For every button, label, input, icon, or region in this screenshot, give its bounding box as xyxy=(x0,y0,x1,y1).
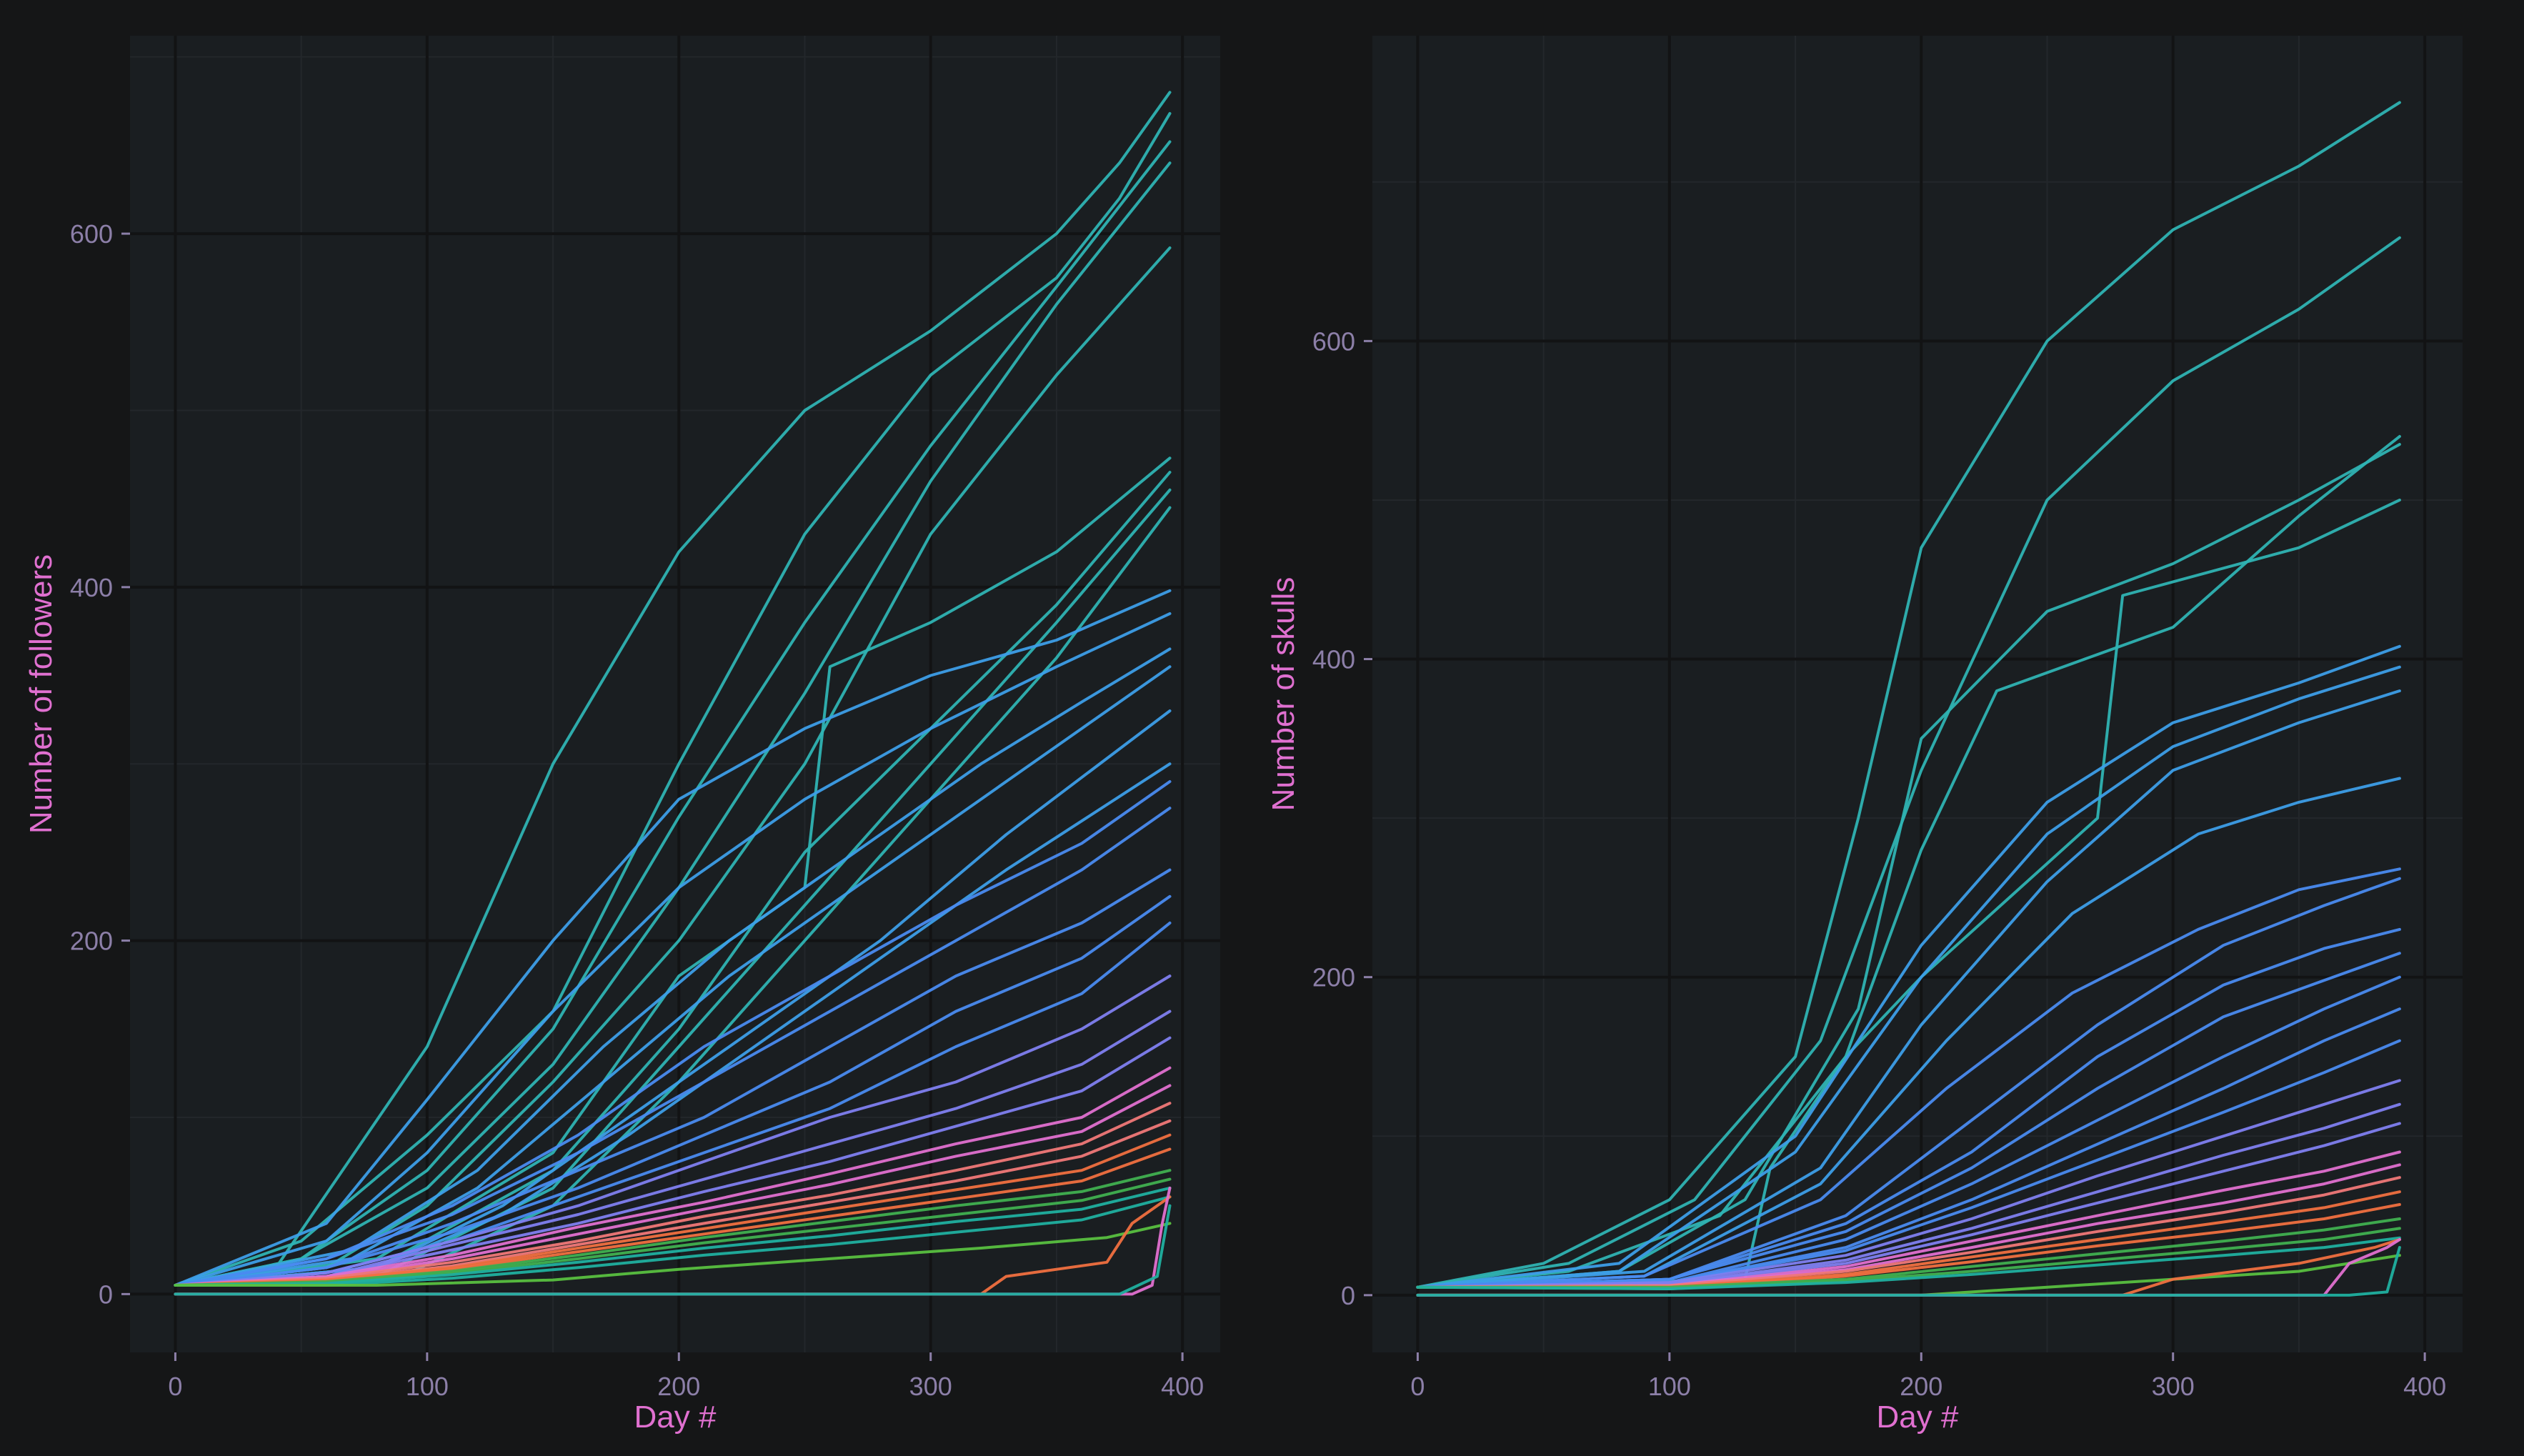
skulls-series-line xyxy=(1416,952,2401,1289)
skulls-axis-ticks: 0 100 200 300 400 0 200 400 600 xyxy=(1312,326,2446,1401)
skulls-y-axis-title: Number of skulls xyxy=(1266,577,1301,812)
skulls-plot-panel xyxy=(1372,36,2463,1352)
skulls-series-line xyxy=(1416,777,2401,1289)
followers-series-layer xyxy=(174,91,1172,1296)
skulls-x-tick-label: 0 xyxy=(1410,1372,1425,1401)
skulls-series-line xyxy=(1416,644,2401,1289)
skulls-series-layer xyxy=(1416,101,2401,1297)
followers-series-line xyxy=(174,647,1172,1287)
followers-x-tick-label: 400 xyxy=(1161,1372,1204,1401)
followers-y-tick-label: 200 xyxy=(70,927,113,956)
followers-series-line xyxy=(174,1133,1172,1287)
skulls-chart: 0 100 200 300 400 0 200 400 600 Day # Number of … xyxy=(1266,36,2463,1435)
followers-x-tick-label: 200 xyxy=(657,1372,700,1401)
followers-y-axis-title: Number of followers xyxy=(24,554,59,834)
followers-series-line xyxy=(174,1036,1172,1287)
followers-series-line xyxy=(174,807,1172,1287)
skulls-series-line xyxy=(1416,1246,2401,1297)
skulls-x-tick-label: 400 xyxy=(2403,1372,2446,1401)
skulls-y-tick-label: 200 xyxy=(1312,963,1355,992)
skulls-series-line xyxy=(1416,1122,2401,1289)
followers-chart: 0 100 200 300 400 0 200 400 600 Day # Number of … xyxy=(24,36,1220,1435)
followers-series-line xyxy=(174,1169,1172,1287)
followers-series-line xyxy=(174,91,1172,1287)
followers-series-line xyxy=(174,1222,1172,1287)
skulls-x-tick-label: 200 xyxy=(1900,1372,1942,1401)
followers-series-line xyxy=(174,1195,1172,1287)
skulls-y-tick-label: 400 xyxy=(1312,645,1355,674)
followers-series-line xyxy=(174,1066,1172,1287)
followers-series-line xyxy=(174,140,1172,1287)
skulls-series-line xyxy=(1416,1079,2401,1289)
followers-x-axis-title: Day # xyxy=(634,1400,717,1435)
skulls-series-line xyxy=(1416,443,2401,1289)
skulls-series-line xyxy=(1416,236,2401,1289)
followers-series-line xyxy=(174,1204,1172,1296)
followers-y-tick-label: 400 xyxy=(70,573,113,602)
followers-series-line xyxy=(174,974,1172,1287)
followers-series-line xyxy=(174,868,1172,1287)
skulls-series-line xyxy=(1416,1217,2401,1289)
followers-plot-panel xyxy=(130,36,1220,1352)
followers-y-tick-label: 0 xyxy=(99,1280,113,1309)
skulls-y-tick-label: 600 xyxy=(1312,326,1355,356)
followers-series-line xyxy=(174,780,1172,1287)
skulls-series-line xyxy=(1416,867,2401,1289)
followers-series-line xyxy=(174,1102,1172,1287)
followers-series-line xyxy=(174,111,1172,1287)
skulls-x-tick-label: 100 xyxy=(1648,1372,1691,1401)
followers-x-tick-label: 300 xyxy=(909,1372,952,1401)
skulls-x-tick-label: 300 xyxy=(2152,1372,2195,1401)
followers-series-line xyxy=(174,894,1172,1287)
followers-x-tick-label: 0 xyxy=(168,1372,182,1401)
followers-major-grid xyxy=(130,36,1220,1352)
skulls-x-axis-title: Day # xyxy=(1877,1400,1959,1435)
skulls-series-line xyxy=(1416,101,2401,1289)
skulls-series-line xyxy=(1416,1176,2401,1289)
followers-series-line xyxy=(174,589,1172,1287)
skulls-series-line xyxy=(1416,1236,2401,1290)
followers-axis-ticks: 0 100 200 300 400 0 200 400 600 xyxy=(70,219,1204,1401)
skulls-series-line xyxy=(1416,689,2401,1289)
skulls-y-tick-label: 0 xyxy=(1341,1281,1355,1310)
skulls-series-line xyxy=(1416,434,2401,1289)
followers-series-line xyxy=(174,1009,1172,1287)
followers-y-tick-label: 600 xyxy=(70,219,113,249)
skulls-series-line xyxy=(1416,665,2401,1289)
followers-series-line xyxy=(174,612,1172,1287)
followers-series-line xyxy=(174,1186,1172,1287)
followers-x-tick-label: 100 xyxy=(406,1372,449,1401)
